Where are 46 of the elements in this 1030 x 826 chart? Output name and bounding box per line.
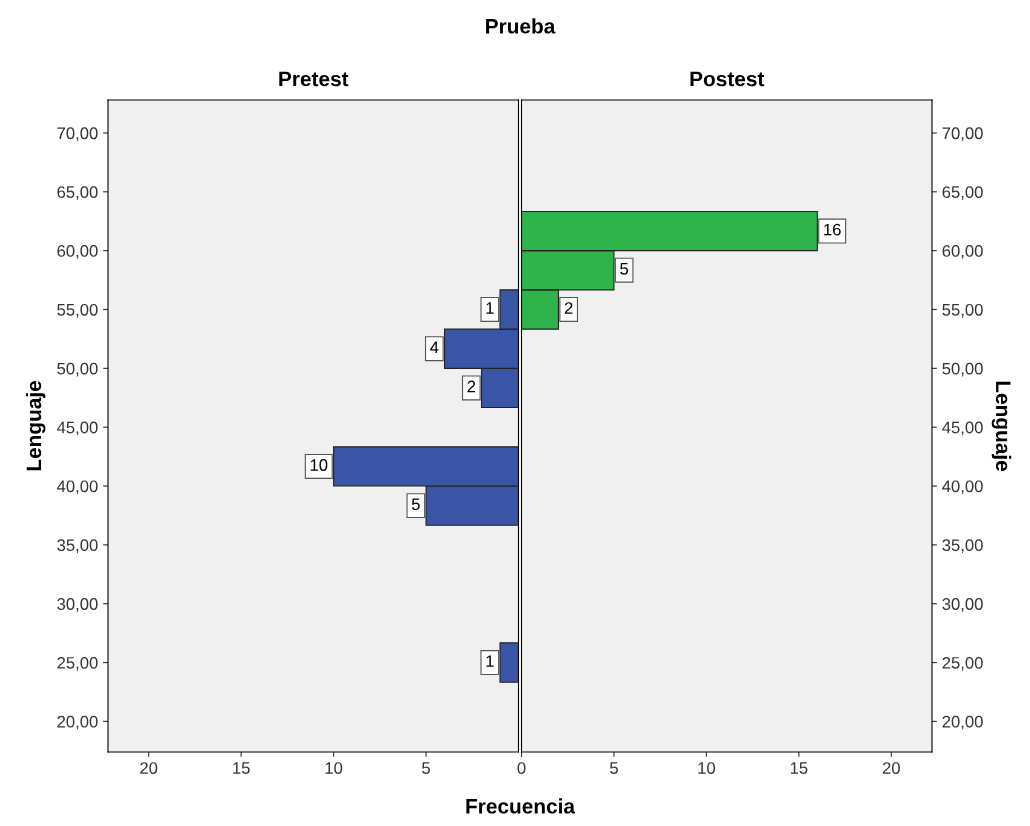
x-tick-label: 20 [140,762,158,774]
data-label: 5 [411,498,420,511]
y-tick-label: 65,00 [942,186,983,200]
y-tick-label: 20,00 [942,715,983,730]
y-tick-label: 25,00 [942,656,983,671]
y-tick-label: 30,00 [57,598,98,612]
y-tick-label: 35,00 [57,539,98,554]
x-tick-label: 15 [233,762,250,774]
y-tick-label: 40,00 [56,480,98,495]
y-tick-label: 70,00 [57,127,98,142]
data-label: 2 [564,302,573,314]
y-tick-label: 45,00 [56,421,98,436]
y-tick-label: 60,00 [57,245,98,259]
x-tick-label: 5 [422,762,430,774]
y-tick-label: 35,00 [942,539,983,554]
x-tick-label: 10 [698,762,716,774]
chart-title: Postest [690,71,765,87]
data-label: 2 [467,380,476,393]
y-tick-label: 20,00 [57,715,98,730]
y-tick-label: 70,00 [942,127,983,142]
y-tick-label: 45,00 [942,421,983,436]
y-tick-label: 55,00 [942,303,983,318]
y-axis-title: Lenguaje [25,380,46,471]
data-label: 5 [620,263,629,275]
x-tick-label: 5 [609,762,618,774]
text: Prueba [486,18,556,34]
x-tick-label: 20 [882,762,900,774]
data-label: 1 [486,302,494,314]
y-tick-label: 50,00 [942,362,983,377]
data-label: 1 [486,655,494,667]
x-tick-label: 15 [790,762,808,774]
y-tick-label: 50,00 [57,362,98,377]
data-label: 16 [824,223,841,236]
y-tick-label: 55,00 [57,303,98,318]
data-label: 10 [310,459,328,471]
y-tick-label: 25,00 [57,656,98,671]
y-tick-label: 60,00 [942,245,983,259]
x-axis-title: Frecuencia [466,798,576,814]
chart-title: Pretest [279,71,349,87]
y-axis-title: Lenguaje [991,381,1012,472]
x-tick-label: 10 [325,762,343,774]
data-label: 4 [430,341,439,354]
y-tick-label: 40,00 [942,480,983,495]
x-tick-label: 0 [517,762,526,774]
y-tick-label: 65,00 [57,186,98,200]
y-tick-label: 30,00 [942,598,983,612]
